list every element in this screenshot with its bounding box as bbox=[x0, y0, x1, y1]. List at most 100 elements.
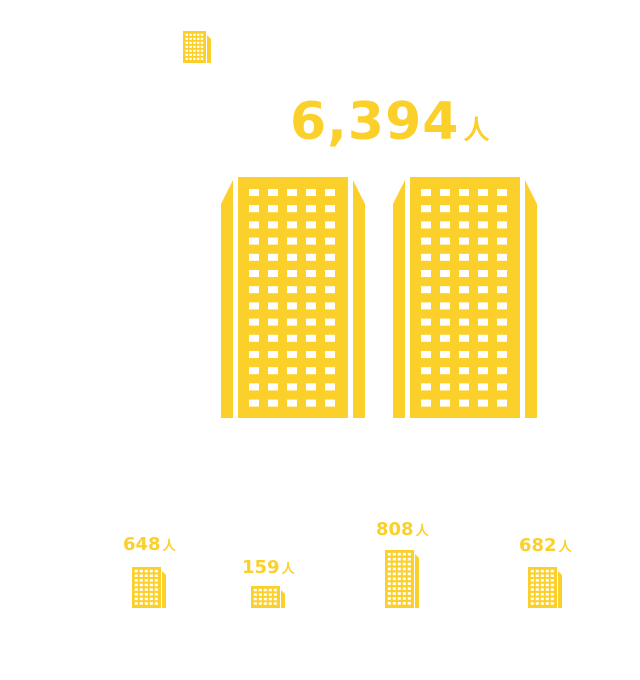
building-window bbox=[253, 593, 257, 596]
building-window bbox=[407, 592, 411, 595]
building-window bbox=[545, 588, 549, 591]
building-window bbox=[196, 49, 200, 52]
building-window bbox=[185, 37, 188, 40]
building-window bbox=[253, 588, 257, 592]
building-window bbox=[149, 579, 153, 582]
building-window bbox=[550, 574, 554, 578]
tower-window bbox=[421, 383, 431, 391]
building-window bbox=[392, 567, 396, 571]
total-value: 6,394 人 bbox=[290, 96, 491, 148]
tower-window bbox=[497, 399, 507, 407]
building-window bbox=[402, 567, 406, 571]
tower-window bbox=[306, 270, 316, 277]
building-window bbox=[200, 45, 204, 48]
building-body bbox=[251, 586, 280, 608]
legend-building-icon bbox=[183, 31, 211, 63]
tower-window bbox=[478, 270, 488, 277]
building-window bbox=[387, 562, 391, 566]
tower-window bbox=[325, 286, 335, 294]
tower-window bbox=[306, 383, 316, 391]
building-window bbox=[196, 45, 200, 48]
tower-window bbox=[325, 367, 335, 375]
building-window bbox=[545, 569, 549, 573]
tower-window bbox=[249, 221, 259, 229]
tower-window bbox=[249, 383, 259, 391]
tower-window bbox=[440, 302, 450, 310]
building-window bbox=[545, 574, 549, 578]
tower-window bbox=[306, 253, 316, 261]
tower-window bbox=[287, 270, 297, 277]
building-window bbox=[392, 597, 396, 600]
tower-window bbox=[478, 399, 488, 407]
tower-window bbox=[421, 253, 431, 261]
tower-window bbox=[459, 189, 469, 196]
building-window bbox=[139, 597, 143, 601]
building-window bbox=[397, 552, 401, 556]
building-window bbox=[407, 577, 411, 581]
tower-window bbox=[249, 189, 259, 196]
building-window bbox=[193, 41, 196, 44]
building-window bbox=[397, 567, 401, 571]
tower-window bbox=[268, 286, 278, 294]
item-4-number: 682 bbox=[519, 535, 557, 556]
building-window bbox=[263, 602, 267, 605]
tower-window bbox=[325, 399, 335, 407]
building-window bbox=[193, 49, 196, 52]
building-window bbox=[189, 41, 192, 44]
item-1-value: 648 人 bbox=[123, 536, 176, 554]
tower-window bbox=[325, 318, 335, 326]
building-window bbox=[268, 593, 272, 596]
tower-window bbox=[478, 237, 488, 245]
building-window bbox=[268, 602, 272, 605]
tower-window bbox=[287, 189, 297, 196]
building-window bbox=[185, 49, 188, 52]
tower-building-icon-left bbox=[221, 177, 365, 418]
tower-window bbox=[497, 205, 507, 213]
building-window bbox=[550, 597, 554, 601]
building-window bbox=[535, 569, 539, 573]
building-window bbox=[402, 587, 406, 590]
tower-window bbox=[268, 302, 278, 310]
tower-window bbox=[421, 318, 431, 326]
tower-window bbox=[421, 399, 431, 407]
tower-window bbox=[497, 270, 507, 277]
tower-window bbox=[249, 205, 259, 213]
tower-window bbox=[497, 318, 507, 326]
building-window bbox=[263, 588, 267, 592]
building-window bbox=[387, 601, 391, 605]
building-window bbox=[193, 45, 196, 48]
building-window bbox=[154, 579, 158, 582]
building-window bbox=[402, 572, 406, 576]
building-window bbox=[530, 569, 534, 573]
building-window bbox=[149, 597, 153, 601]
tower-window bbox=[268, 237, 278, 245]
building-window bbox=[540, 588, 544, 591]
building-window bbox=[258, 588, 262, 592]
building-window bbox=[387, 572, 391, 576]
tower-window bbox=[440, 237, 450, 245]
tower-window bbox=[440, 189, 450, 196]
building-window bbox=[545, 579, 549, 582]
tower-window bbox=[287, 205, 297, 213]
tower-window bbox=[287, 318, 297, 326]
building-window bbox=[154, 602, 158, 605]
tower-window bbox=[478, 205, 488, 213]
building-window bbox=[545, 592, 549, 596]
building-window bbox=[535, 602, 539, 605]
building-window bbox=[530, 574, 534, 578]
building-side bbox=[558, 571, 562, 608]
building-window bbox=[185, 41, 188, 44]
building-window bbox=[550, 592, 554, 596]
tower-window bbox=[287, 351, 297, 358]
tower-window bbox=[249, 318, 259, 326]
building-window bbox=[149, 588, 153, 591]
building-window bbox=[392, 592, 396, 595]
building-window bbox=[550, 579, 554, 582]
building-window bbox=[193, 33, 196, 36]
building-window bbox=[189, 45, 192, 48]
building-window bbox=[530, 602, 534, 605]
tower-window bbox=[421, 189, 431, 196]
tower-window bbox=[306, 237, 316, 245]
building-window bbox=[154, 574, 158, 578]
building-window bbox=[193, 53, 196, 56]
